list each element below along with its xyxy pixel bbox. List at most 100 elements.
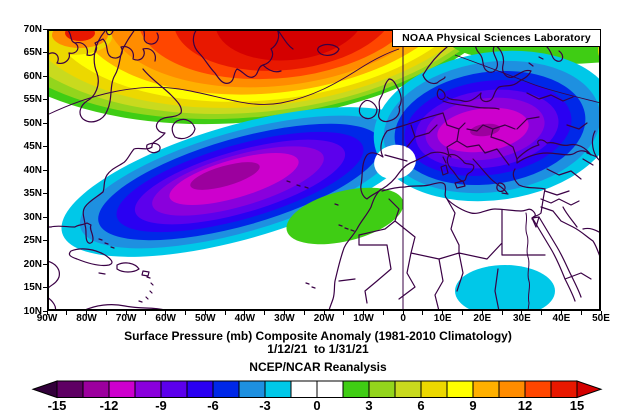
lon-tick: [165, 311, 167, 315]
lat-tick-label: 60N: [23, 70, 42, 82]
lon-tick-label: 0: [400, 313, 406, 324]
lon-tick: [402, 311, 404, 315]
lat-tick-label: 25N: [23, 235, 42, 246]
noaa-psl-label-box: NOAA Physical Sciences Laboratory: [392, 29, 601, 47]
colorbar-tick-label: 0: [313, 398, 321, 413]
lon-tick: [600, 311, 602, 315]
lat-tick: [43, 75, 47, 77]
lon-tick: [442, 311, 444, 315]
lon-tick: [481, 311, 483, 315]
colorbar-segment: [472, 380, 500, 398]
colorbar-segment: [420, 380, 448, 398]
map-frame: [47, 29, 601, 311]
noaa-psl-label: NOAA Physical Sciences Laboratory: [402, 32, 591, 44]
colorbar-segment: [264, 380, 292, 398]
lon-tick-label: 50E: [592, 313, 610, 324]
colorbar-left-arrow: [31, 380, 58, 399]
lat-tick-label: 55N: [23, 94, 42, 105]
colorbar-segment: [212, 380, 240, 398]
lon-tick: [204, 311, 206, 315]
lon-tick-label: 60W: [155, 313, 176, 324]
colorbar-segment: [160, 380, 188, 398]
lon-tick-label: 80W: [76, 313, 97, 324]
lat-tick-label: 70N: [23, 23, 42, 35]
lat-tick: [43, 28, 47, 30]
colorbar-tick-label: -15: [47, 398, 67, 413]
lon-tick: [105, 311, 107, 315]
colorbar-segment: [82, 380, 110, 398]
lon-tick: [363, 311, 365, 315]
colorbar-segment: [238, 380, 266, 398]
positive-anomaly-bands: [47, 29, 601, 125]
colorbar-segment: [368, 380, 396, 398]
atlantic-low: [61, 107, 419, 257]
lon-tick: [125, 311, 127, 315]
lon-tick: [303, 311, 305, 315]
lon-tick: [422, 311, 424, 315]
lat-tick: [43, 146, 47, 147]
lon-tick: [343, 311, 345, 315]
lon-tick: [46, 311, 48, 315]
lon-tick-label: 30W: [274, 313, 295, 324]
zero-contour-lines: [47, 48, 601, 116]
lat-tick-label: 30N: [23, 211, 42, 223]
colorbar-segment: [108, 380, 136, 398]
colorbar-tick-label: 6: [417, 398, 425, 413]
lon-tick-label: 10E: [433, 313, 452, 324]
lat-tick-label: 10N: [23, 305, 42, 317]
colorbar-tick-label: 15: [569, 398, 585, 413]
lon-tick: [580, 311, 582, 315]
lon-tick: [283, 311, 285, 315]
colorbar-segment: [316, 380, 344, 398]
lon-tick: [323, 311, 325, 315]
caption-date-range: 1/12/21 to 1/31/21: [267, 342, 369, 356]
lat-tick-label: 45N: [23, 141, 42, 152]
colorbar-segment: [446, 380, 474, 398]
lon-tick-label: 20E: [473, 313, 492, 324]
greenland-high-core: [215, 29, 365, 61]
lon-tick: [560, 311, 562, 315]
lat-tick: [43, 52, 47, 53]
anomaly-map: [47, 29, 601, 311]
colorbar-segment: [186, 380, 214, 398]
lon-tick: [224, 311, 226, 315]
lat-tick-label: 15N: [23, 282, 42, 293]
lon-tick: [264, 311, 266, 315]
lon-tick: [521, 311, 523, 315]
lon-tick: [185, 311, 186, 315]
lat-tick-label: 50N: [23, 117, 42, 129]
lon-tick: [66, 311, 68, 315]
caption-dataset: NCEP/NCAR Reanalysis: [249, 360, 387, 374]
lon-tick-label: 10W: [353, 313, 374, 324]
colorbar-segment: [56, 380, 84, 398]
lat-tick-label: 35N: [23, 188, 42, 199]
sudan-negative-patch: [455, 265, 555, 311]
atlantic-low-core: [190, 162, 260, 190]
colorbar-tick-label: -6: [207, 398, 219, 413]
lon-tick: [501, 311, 503, 315]
colorbar-tick-label: -3: [259, 398, 271, 413]
lon-tick: [145, 311, 147, 315]
colorbar-segment: [498, 380, 526, 398]
colorbar-segment: [394, 380, 422, 398]
lon-tick-label: 50W: [195, 313, 216, 324]
colorbar: [31, 380, 603, 399]
lon-tick: [382, 311, 384, 315]
lat-tick: [43, 122, 47, 124]
lon-tick: [86, 311, 88, 315]
lon-tick: [244, 311, 246, 315]
lat-tick-label: 20N: [23, 258, 42, 270]
colorbar-segment: [524, 380, 552, 398]
lat-tick-label: 65N: [23, 47, 42, 58]
colorbar-segment: [290, 380, 318, 398]
lat-tick: [43, 193, 47, 194]
colorbar-tick-label: -12: [99, 398, 119, 413]
iberia-neutral-wedge: [374, 144, 416, 180]
lat-tick-label: 40N: [23, 164, 42, 176]
lon-tick: [541, 311, 543, 315]
lat-tick: [43, 169, 47, 171]
colorbar-tick-label: 12: [517, 398, 533, 413]
lat-tick: [43, 216, 47, 218]
lon-tick-label: 90W: [36, 313, 58, 324]
